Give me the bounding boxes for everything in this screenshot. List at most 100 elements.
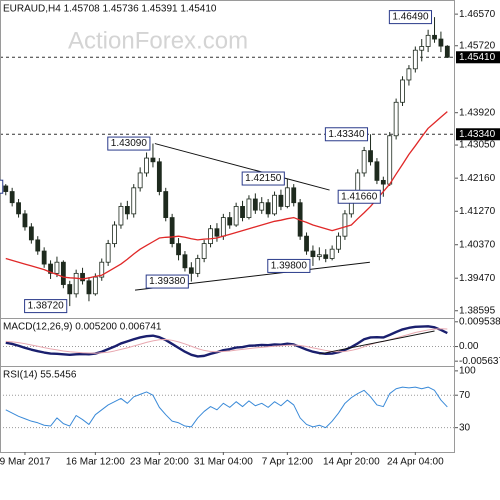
annotation-box — [388, 10, 433, 25]
annotation-box — [324, 127, 369, 142]
annotation-box — [337, 189, 381, 204]
annotation-label: 1.43090 — [111, 138, 148, 149]
annotation-box — [107, 136, 151, 151]
candle-body — [3, 185, 9, 192]
y-tick-label: 0.00 — [459, 341, 479, 352]
annotation-box — [267, 258, 311, 273]
candle-body — [272, 194, 277, 215]
annotation-label: 1.42150 — [245, 173, 282, 184]
panel — [0, 386, 455, 429]
panel-title: EURAUD,H4 1.45708 1.45736 1.45391 1.4541… — [3, 4, 217, 15]
x-tick-label: 14 Apr 20:00 — [323, 457, 380, 468]
candle-body — [387, 135, 393, 185]
y-tick-label: 1.40370 — [459, 239, 496, 250]
level-label: 1.43340 — [459, 129, 496, 140]
candle-body — [163, 191, 169, 218]
annotation-box — [0, 179, 4, 194]
candle-body — [156, 161, 162, 192]
candle-body — [99, 261, 105, 278]
annotation-box — [241, 171, 285, 186]
candle-body — [252, 198, 258, 211]
candle-body — [60, 261, 66, 285]
level-label: 1.45410 — [459, 52, 496, 63]
candle-body — [304, 235, 309, 252]
candle-body — [438, 38, 444, 47]
candle-body — [259, 202, 265, 211]
candle-body — [208, 228, 213, 245]
candle-body — [41, 250, 47, 265]
candle-body — [137, 172, 143, 189]
candle-body — [425, 34, 431, 47]
series-line — [5, 325, 448, 358]
annotation-box — [145, 274, 189, 289]
candle-body — [16, 202, 21, 215]
candle-body — [112, 224, 117, 245]
x-tick-label: 24 Apr 04:00 — [387, 457, 444, 468]
candle-body — [227, 217, 233, 226]
candle-body — [22, 213, 28, 228]
candle-body — [124, 206, 130, 215]
candle-body — [28, 226, 34, 241]
candle-body — [195, 258, 201, 274]
x-tick-label: 7 Apr 12:00 — [262, 457, 314, 468]
panel-title: RSI(14) 55.5456 — [3, 370, 77, 381]
x-tick-label: 31 Mar 04:00 — [194, 457, 253, 468]
level-box — [456, 128, 500, 141]
panel — [0, 17, 455, 307]
trendline — [319, 330, 435, 355]
candle-body — [246, 198, 252, 218]
level-box — [456, 51, 500, 64]
panel — [0, 325, 455, 358]
candle-body — [406, 68, 412, 81]
y-tick-label: 1.46570 — [459, 9, 496, 20]
x-tick-label: 16 Mar 12:00 — [66, 457, 125, 468]
candle-body — [73, 272, 79, 295]
annotation-label: 1.39380 — [149, 276, 186, 287]
candle-body — [182, 254, 188, 269]
candle-body — [393, 101, 399, 137]
candle-body — [374, 161, 380, 181]
candle-body — [131, 187, 137, 215]
candle-body — [419, 46, 425, 51]
candle-body — [432, 34, 437, 40]
y-tick-label: 1.43050 — [459, 140, 496, 151]
candle-body — [48, 263, 53, 274]
x-tick-label: 23 Mar 20:00 — [130, 457, 189, 468]
candle-body — [67, 284, 73, 295]
annotation-label: 1.38720 — [28, 301, 65, 312]
y-tick-label: 1.42160 — [459, 173, 496, 184]
candle-body — [400, 79, 405, 103]
series-line — [5, 386, 448, 429]
candle-body — [278, 194, 284, 207]
candle-body — [316, 254, 322, 258]
annotation-label: 1.41660 — [341, 191, 378, 202]
y-tick-label: 100 — [459, 366, 476, 377]
candle-body — [284, 187, 290, 207]
candle-body — [150, 157, 156, 163]
candle-body — [54, 261, 60, 274]
candle-body — [444, 45, 450, 58]
candle-body — [35, 239, 41, 252]
candle-body — [336, 235, 341, 250]
candle-body — [9, 191, 15, 204]
candle-body — [310, 250, 316, 258]
candle-body — [323, 254, 329, 259]
y-tick-label: 1.39470 — [459, 273, 496, 284]
candle-body — [214, 228, 220, 237]
y-tick-label: -0.005637 — [459, 356, 500, 367]
annotation-box — [24, 299, 68, 314]
panel-frame — [0, 366, 455, 453]
y-tick-label: 30 — [459, 422, 471, 433]
candle-body — [329, 248, 335, 259]
candle-body — [118, 206, 124, 226]
candle-body — [342, 213, 348, 237]
candle-body — [92, 276, 98, 295]
annotation-label: 1.39800 — [271, 261, 308, 272]
annotation-label: 1.46490 — [392, 12, 429, 23]
x-tick-label: 9 Mar 2017 — [0, 457, 51, 468]
y-tick-label: 1.38595 — [459, 305, 496, 316]
y-tick-label: 1.41270 — [459, 206, 496, 217]
